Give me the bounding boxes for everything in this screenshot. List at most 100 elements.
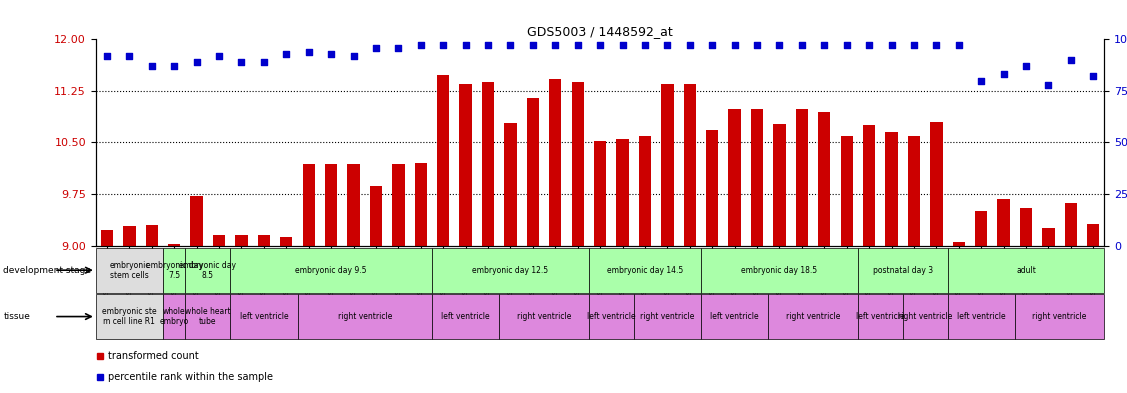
Bar (499, 294, 589, 339)
Text: whole heart
tube: whole heart tube (185, 307, 231, 326)
Bar (96, 294, 163, 339)
Bar (302, 164, 314, 246)
Bar (258, 235, 270, 246)
Bar (186, 248, 230, 293)
Bar (281, 237, 293, 246)
Point (187, 59, 205, 65)
Point (166, 63, 184, 69)
Text: embryonic
stem cells: embryonic stem cells (109, 261, 150, 279)
Bar (706, 130, 718, 246)
Bar (1014, 294, 1104, 339)
Point (502, 42, 520, 49)
Bar (773, 124, 786, 246)
Text: embryonic day 18.5: embryonic day 18.5 (742, 266, 817, 275)
Point (592, 42, 610, 49)
Point (479, 42, 497, 49)
Bar (460, 84, 472, 246)
Point (815, 42, 833, 49)
Bar (236, 235, 248, 246)
Bar (1065, 203, 1077, 246)
Bar (482, 82, 495, 246)
Text: left ventricle: left ventricle (857, 312, 905, 321)
Bar (948, 294, 1014, 339)
Text: left ventricle: left ventricle (442, 312, 490, 321)
Bar (230, 294, 298, 339)
Bar (701, 294, 769, 339)
Point (255, 59, 273, 65)
Bar (684, 84, 696, 246)
Bar (230, 248, 432, 293)
Point (569, 42, 587, 49)
Bar (930, 122, 942, 246)
Point (905, 42, 923, 49)
Bar (100, 230, 113, 246)
Bar (163, 294, 186, 339)
Bar (298, 294, 432, 339)
Bar (549, 79, 561, 246)
Text: right ventricle: right ventricle (640, 312, 694, 321)
Point (1039, 81, 1057, 88)
Point (98, 53, 116, 59)
Text: right ventricle: right ventricle (517, 312, 571, 321)
Text: right ventricle: right ventricle (898, 312, 952, 321)
Bar (796, 109, 808, 246)
Bar (997, 199, 1010, 246)
Point (703, 42, 721, 49)
Point (547, 42, 565, 49)
Point (434, 42, 452, 49)
Point (950, 42, 968, 49)
Text: left ventricle: left ventricle (240, 312, 289, 321)
Bar (1042, 228, 1055, 246)
Point (367, 44, 385, 51)
Bar (751, 109, 763, 246)
Title: GDS5003 / 1448592_at: GDS5003 / 1448592_at (527, 25, 673, 38)
Point (322, 51, 340, 57)
Bar (96, 248, 163, 293)
Bar (662, 84, 674, 246)
Text: transformed count: transformed count (108, 351, 199, 361)
Bar (952, 242, 965, 246)
Point (1017, 63, 1035, 69)
Bar (818, 112, 831, 246)
Bar (325, 164, 337, 246)
Text: right ventricle: right ventricle (338, 312, 392, 321)
Text: adult: adult (1017, 266, 1036, 275)
Bar (213, 235, 225, 246)
Bar (392, 164, 405, 246)
Point (232, 59, 250, 65)
Bar (728, 109, 740, 246)
Point (210, 53, 228, 59)
Text: embryonic day 9.5: embryonic day 9.5 (295, 266, 367, 275)
Bar (616, 139, 629, 246)
Bar (432, 294, 499, 339)
Text: whole
embryo: whole embryo (160, 307, 189, 326)
Bar (370, 186, 382, 246)
Bar (415, 163, 427, 246)
Bar (186, 294, 230, 339)
Point (1062, 57, 1080, 63)
Point (121, 53, 139, 59)
Point (411, 42, 429, 49)
Bar (858, 248, 948, 293)
Bar (432, 248, 589, 293)
Bar (145, 225, 158, 246)
Bar (886, 132, 898, 246)
Bar (589, 248, 701, 293)
Point (390, 44, 408, 51)
Point (681, 42, 699, 49)
Bar (639, 136, 651, 246)
Point (613, 42, 631, 49)
Point (1084, 73, 1102, 79)
Point (300, 48, 318, 55)
Text: embryonic ste
m cell line R1: embryonic ste m cell line R1 (103, 307, 157, 326)
Bar (903, 294, 948, 339)
Point (771, 42, 789, 49)
Bar (858, 294, 903, 339)
Point (726, 42, 744, 49)
Bar (1020, 208, 1032, 246)
Bar (526, 98, 539, 246)
Text: right ventricle: right ventricle (786, 312, 841, 321)
Text: embryonic day
8.5: embryonic day 8.5 (179, 261, 237, 279)
Bar (769, 294, 858, 339)
Text: postnatal day 3: postnatal day 3 (872, 266, 933, 275)
